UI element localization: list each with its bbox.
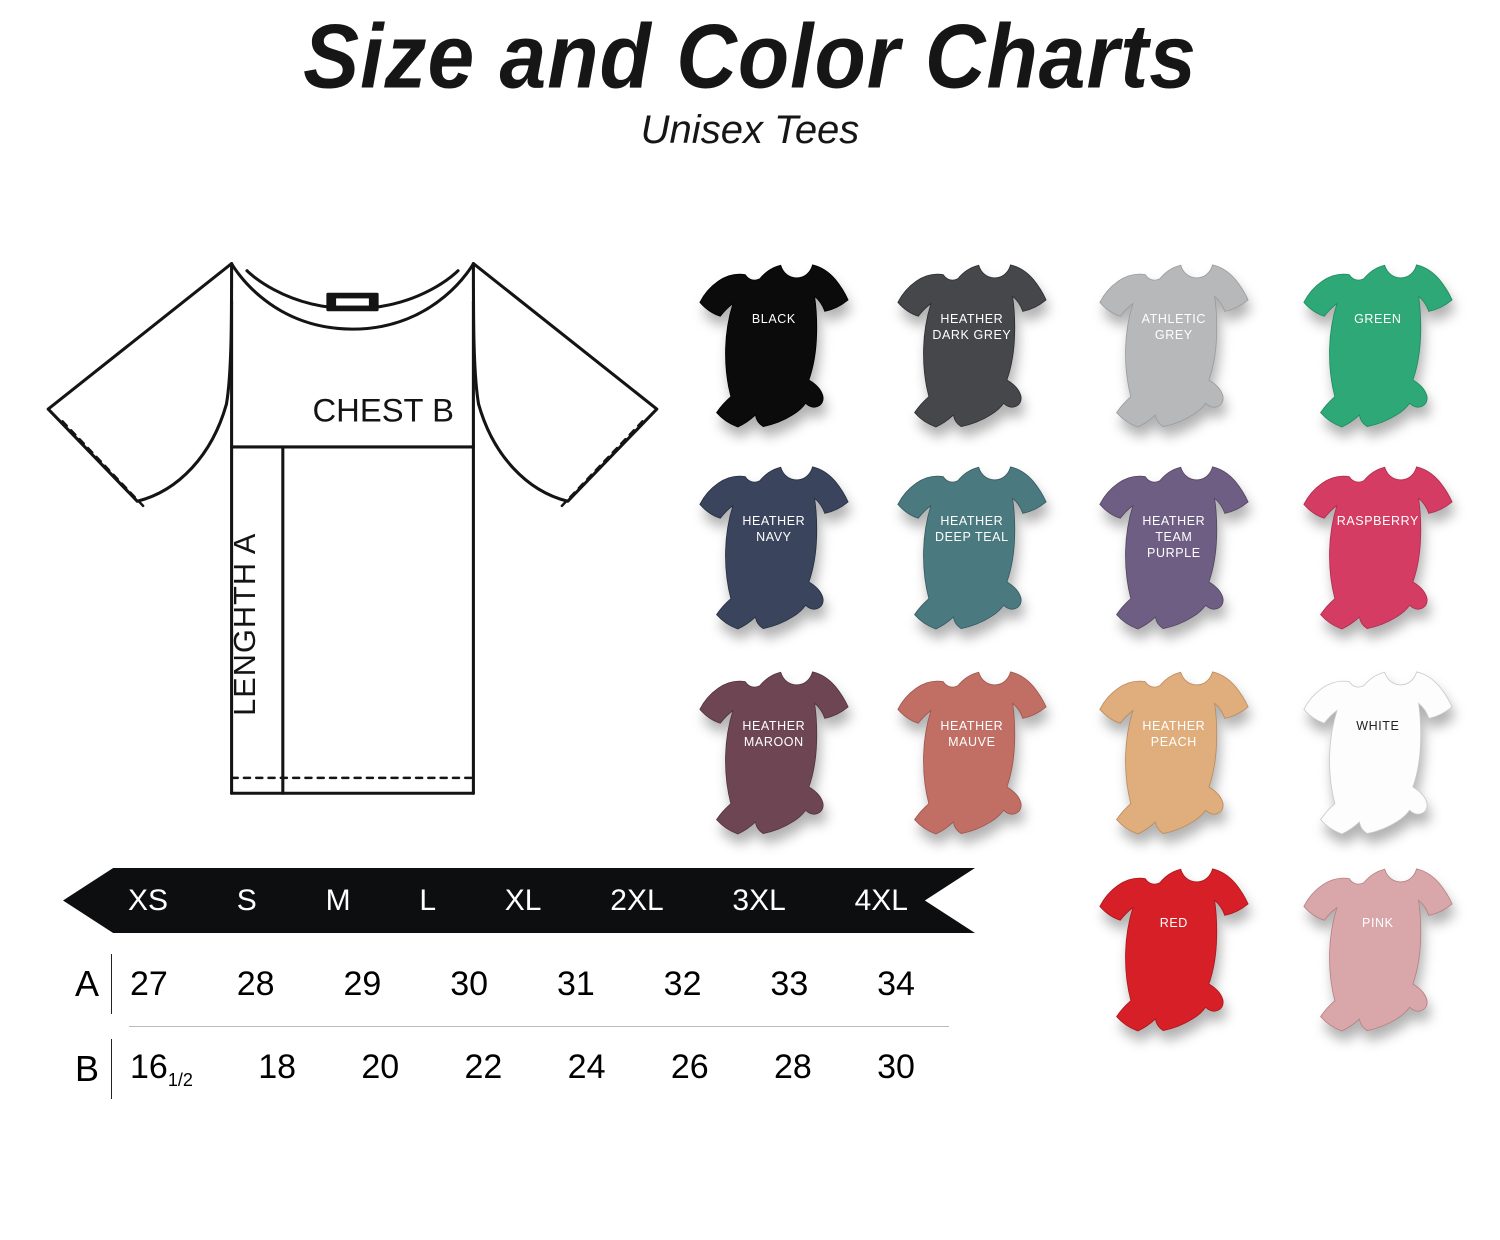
svg-text:CHEST B: CHEST B [313,391,454,428]
svg-text:LENGHTH A: LENGHTH A [227,533,262,716]
